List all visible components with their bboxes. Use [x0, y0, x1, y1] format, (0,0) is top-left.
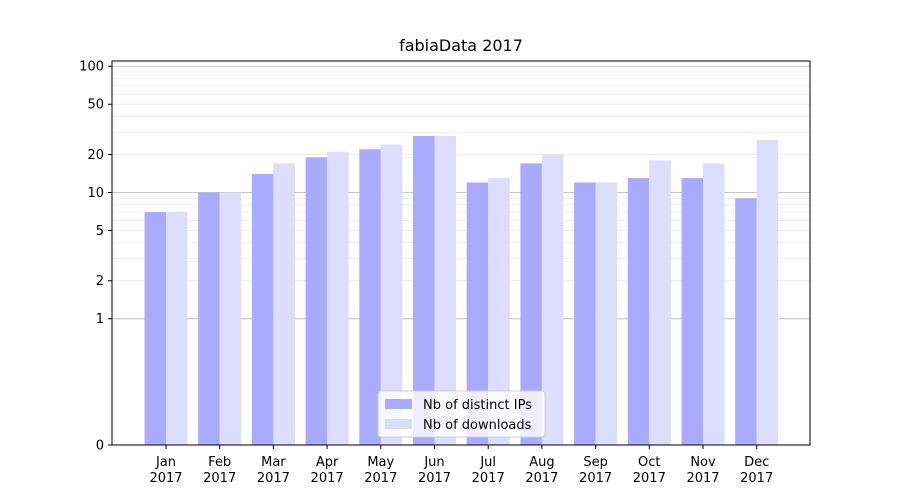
legend-swatch	[385, 399, 412, 409]
x-axis: Jan 2017 Feb 2017 Mar 2017 Apr 2017 May 2017 Jun 20…	[149, 445, 773, 486]
x-tick-label: Dec 2017	[740, 455, 773, 486]
x-tick-label: Nov 2017	[686, 455, 719, 486]
bar-distinct-ips	[305, 157, 328, 445]
legend-swatch	[385, 419, 412, 429]
y-tick-label: 0	[96, 439, 104, 454]
y-tick-label: 20	[87, 148, 104, 163]
bar-downloads	[649, 160, 671, 446]
bar-distinct-ips	[413, 136, 435, 445]
x-tick-label: Aug 2017	[525, 455, 558, 486]
bar-distinct-ips	[735, 198, 757, 445]
bar-distinct-ips	[681, 178, 703, 446]
x-tick-label: Apr 2017	[311, 455, 344, 486]
bar-distinct-ips	[251, 174, 274, 445]
y-tick-label: 50	[87, 98, 104, 113]
legend-box	[377, 390, 546, 438]
bar-downloads	[434, 136, 456, 445]
x-tick-label: Mar 2017	[257, 455, 290, 486]
y-axis: 0 1 2 5 10 20 50 100	[79, 60, 112, 454]
bar-distinct-ips	[574, 182, 596, 445]
bar-downloads	[595, 182, 618, 445]
bar-distinct-ips	[198, 192, 220, 445]
y-tick-label: 5	[96, 224, 104, 239]
bar-downloads	[327, 151, 349, 445]
plot-frame	[111, 60, 811, 446]
x-tick-label: Feb 2017	[203, 455, 236, 486]
bar-distinct-ips	[627, 178, 650, 446]
y-tick-label: 100	[79, 60, 104, 75]
bar-distinct-ips	[466, 182, 489, 445]
legend: Nb of distinct IPs Nb of downloads	[377, 390, 546, 438]
bar-downloads	[219, 192, 242, 445]
bar-distinct-ips	[359, 149, 381, 445]
legend-label: Nb of downloads	[423, 418, 532, 433]
x-tick-label: Jul 2017	[472, 455, 505, 486]
bar-downloads	[541, 154, 564, 445]
bar-distinct-ips	[520, 163, 542, 445]
y-tick-label: 2	[96, 274, 104, 289]
bar-downloads	[273, 163, 295, 445]
bars	[144, 136, 779, 446]
y-tick-label: 1	[96, 312, 104, 327]
y-tick-label: 10	[87, 186, 104, 201]
legend-label: Nb of distinct IPs	[423, 398, 532, 413]
x-tick-label: Sep 2017	[579, 455, 612, 486]
bar-distinct-ips	[144, 212, 166, 445]
bar-downloads	[488, 178, 510, 446]
x-tick-label: May 2017	[364, 455, 397, 486]
x-tick-label: Oct 2017	[633, 455, 666, 486]
x-tick-label: Jun 2017	[418, 455, 451, 486]
bar-downloads	[756, 140, 779, 445]
bar-downloads	[380, 144, 403, 445]
bar-downloads	[166, 212, 188, 445]
bar-downloads	[703, 163, 725, 445]
chart-title: fabiaData 2017	[399, 36, 523, 55]
x-tick-label: Jan 2017	[149, 455, 182, 486]
